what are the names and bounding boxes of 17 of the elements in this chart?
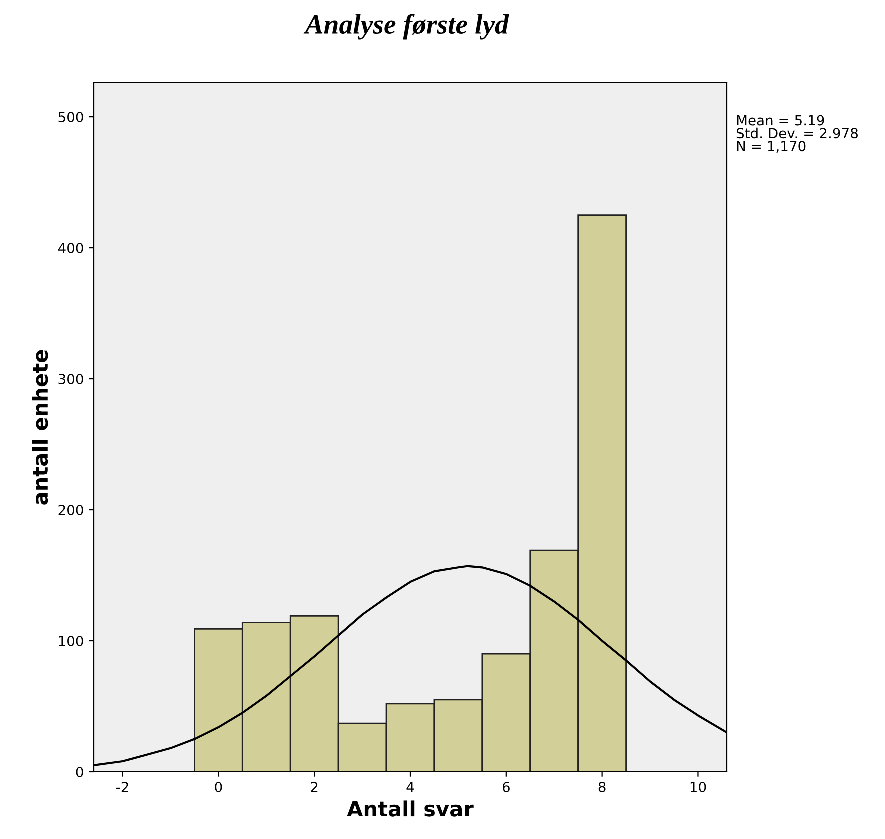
x-tick-label: 6 [502,782,510,792]
y-tick-label: 500 [58,112,84,123]
y-axis-title: antall enhete [32,350,48,505]
y-tick-label: 300 [58,374,84,385]
y-tick-label: 100 [59,636,84,646]
x-axis-title: Antall svar [347,800,474,817]
x-tick-label: 10 [690,782,706,792]
x-tick-label: -2 [116,782,128,792]
y-tick-label: 400 [58,243,84,254]
chart-title: Analyse første lyd [304,14,510,40]
x-tick-label: 0 [215,782,222,792]
x-tick-label: 8 [598,782,606,792]
y-tick-label: 0 [76,766,84,778]
y-tick-label: 200 [58,504,84,516]
text: Mean = 5.19 Std. Dev. = 2.978 N = 1,170 [736,115,858,153]
x-tick-label: 2 [311,782,318,792]
x-tick-label: 4 [406,782,414,792]
